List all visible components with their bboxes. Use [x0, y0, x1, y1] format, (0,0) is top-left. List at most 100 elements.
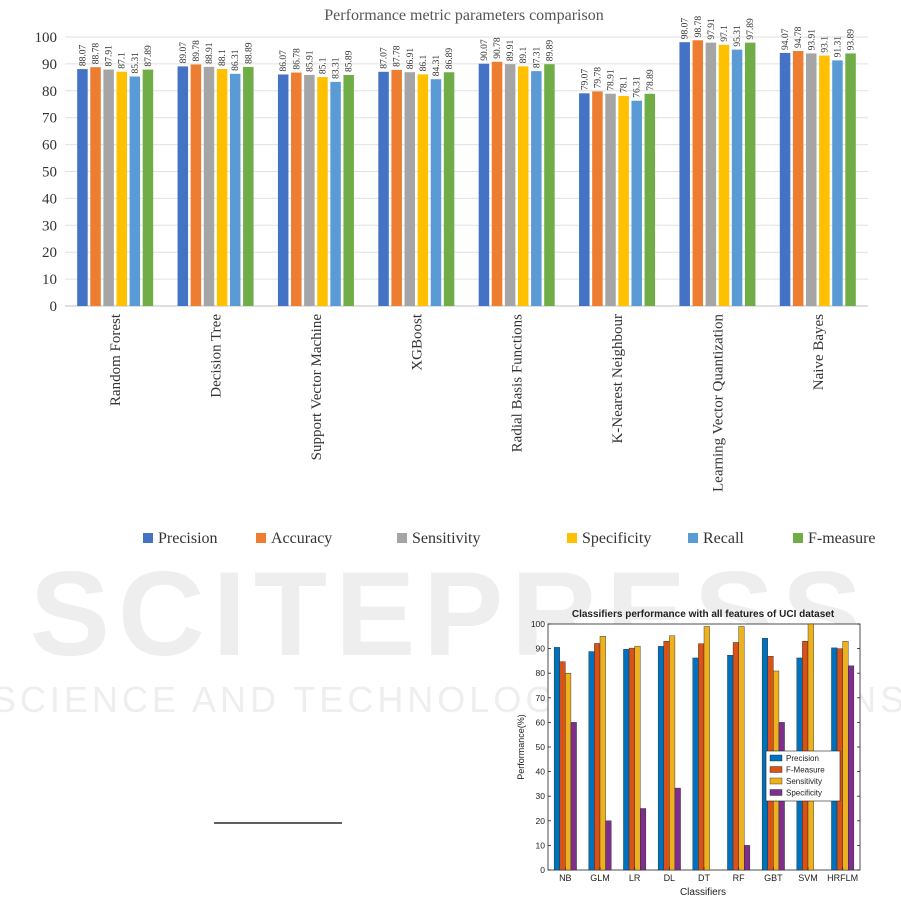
chart1-data-label: 89.78	[192, 40, 202, 62]
chart1-bar	[430, 79, 442, 306]
chart2-legend-swatch	[769, 754, 783, 762]
chart2-legend-label: Specificity	[786, 789, 822, 798]
chart2-y-tick-label: 60	[536, 717, 546, 727]
chart1-y-tick-label: 20	[42, 245, 57, 261]
chart1-bar	[229, 73, 241, 306]
chart1-x-tick-label: Decision Tree	[209, 314, 225, 398]
chart1-data-label: 86.78	[292, 48, 302, 70]
chart2-y-tick-label: 20	[536, 816, 546, 826]
chart1-legend-swatch	[688, 533, 698, 543]
chart2-bar	[842, 641, 849, 871]
chart1-data-label: 84.31	[432, 55, 442, 77]
chart2-legend-swatch	[769, 789, 783, 796]
chart1-legend-label: Precision	[158, 530, 218, 547]
chart1-bar	[417, 74, 429, 307]
chart2-bar	[738, 626, 745, 871]
chart1-legend-swatch	[143, 533, 153, 543]
chart1-data-label: 98.78	[694, 16, 704, 38]
chart1-bar	[644, 93, 656, 307]
chart2-bar	[570, 722, 577, 871]
chart1-bar	[142, 69, 154, 306]
chart1-bar	[330, 81, 341, 306]
chart1-legend-swatch	[567, 533, 577, 543]
chart1-bar	[504, 64, 516, 307]
chart1-data-label: 97.1	[720, 25, 730, 42]
chart1-y-tick-label: 50	[42, 165, 57, 181]
chart1-bar	[779, 52, 791, 307]
chart1-bar	[404, 72, 416, 306]
chart2-bars	[553, 623, 855, 871]
chart1-x-tick-label: Naive Bayes	[811, 314, 827, 390]
chart2-legend: Precision F-Measure Sensitivity Specificity	[765, 750, 841, 802]
chart2-title: Classifiers performance with all feature…	[572, 609, 835, 620]
chart1-bar	[592, 91, 603, 306]
chart2-x-axis: NB GLM LR DL DT RF GBT SVM HRFLM	[559, 867, 858, 883]
chart1-legend-swatch	[397, 533, 407, 543]
chart1-legend-label: Recall	[703, 530, 744, 547]
chart1-x-axis: Random Forest Decision Tree Support Vector…	[108, 313, 827, 492]
chart1-bar	[792, 51, 804, 306]
chart1-bar	[478, 63, 490, 306]
chart1-bar	[216, 69, 228, 306]
chart1-bar	[605, 93, 616, 306]
chart1-bar	[129, 76, 141, 306]
chart1-data-label: 88.1	[218, 49, 228, 66]
chart1-data-labels: 88.07 88.78 87.91 87.1 85.31 87.89 89.07 89.78 8…	[78, 16, 856, 98]
chart1-x-tick-label: Support Vector Machine	[309, 314, 325, 461]
chart1-data-label: 89.89	[545, 40, 555, 62]
chart1-bar	[832, 60, 843, 306]
chart1-data-label: 86.07	[279, 50, 289, 72]
chart2-legend-swatch	[769, 766, 783, 773]
chart1-data-label: 85.89	[345, 50, 355, 72]
chart1-bar	[190, 64, 202, 307]
chart2-bar	[588, 651, 595, 871]
chart2-y-tick-label: 70	[536, 693, 546, 703]
chart1-data-label: 83.31	[332, 57, 342, 79]
chart1-data-label: 79.78	[593, 67, 603, 89]
chart1-bar	[692, 40, 704, 306]
chart2-bar	[559, 661, 566, 871]
chart1-bar	[679, 42, 690, 306]
chart1-bar	[90, 67, 101, 307]
chart1-data-label: 90.78	[493, 37, 503, 59]
chart1-data-label: 93.91	[807, 29, 817, 51]
chart1-bar	[744, 42, 756, 306]
chart1-data-label: 85.1	[318, 57, 328, 74]
chart2-ylabel: Performance(%)	[516, 714, 526, 780]
chart1-bar	[705, 42, 717, 306]
chart1-y-tick-label: 60	[42, 138, 57, 154]
chart-performance-metrics: Performance metric parameters comparison…	[35, 7, 876, 547]
chart2-legend-swatch	[769, 777, 783, 785]
chart1-data-label: 78.89	[646, 69, 656, 91]
chart1-data-label: 87.07	[380, 47, 390, 69]
chart1-y-tick-label: 70	[42, 111, 57, 127]
chart2-y-tick-label: 40	[536, 767, 546, 777]
chart2-legend-label: F-Measure	[786, 766, 825, 775]
chart1-x-tick-label: Random Forest	[108, 313, 124, 406]
chart2-bar	[640, 808, 647, 871]
chart1-data-label: 89.1	[519, 46, 529, 63]
chart1-bar	[579, 93, 590, 306]
chart1-data-label: 88.89	[244, 42, 254, 64]
chart1-data-label: 86.91	[406, 48, 416, 70]
chart2-bar	[565, 673, 572, 871]
chart1-data-label: 90.07	[480, 39, 490, 61]
chart2-xlabel: Classifiers	[680, 887, 726, 898]
chart1-bar	[343, 74, 354, 306]
chart1-data-label: 89.07	[179, 42, 189, 64]
chart2-y-tick-label: 50	[536, 742, 546, 752]
chart2-y-tick-label: 10	[536, 840, 546, 850]
chart2-bar	[674, 787, 681, 871]
chart2-x-tick-label: SVM	[798, 873, 818, 883]
chart2-x-tick-label: LR	[629, 873, 641, 883]
chart1-y-tick-label: 90	[42, 57, 57, 73]
chart1-y-tick-label: 100	[35, 30, 58, 46]
chart1-data-label: 76.31	[633, 76, 643, 98]
chart1-data-label: 88.78	[92, 43, 102, 65]
chart1-bar	[517, 66, 529, 306]
chart2-x-tick-label: GLM	[590, 873, 610, 883]
chart-classifiers-performance: Classifiers performance with all feature…	[516, 609, 861, 898]
chart1-data-label: 88.07	[78, 44, 88, 66]
chart2-bar	[623, 649, 630, 871]
